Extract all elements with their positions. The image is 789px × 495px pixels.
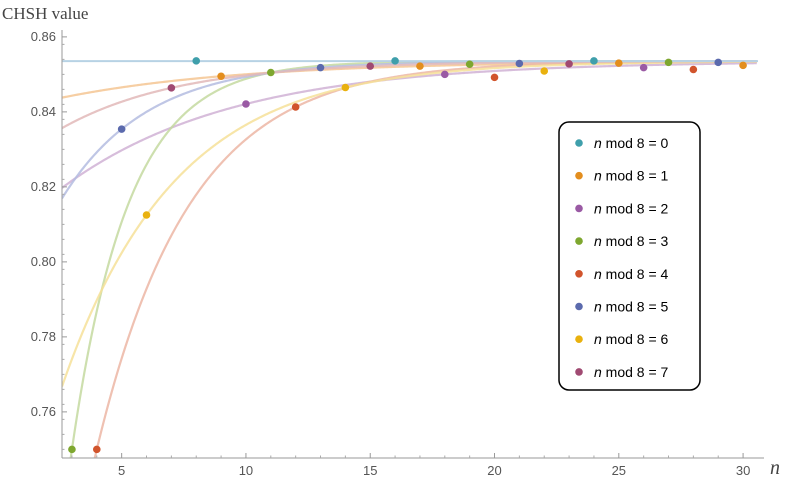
legend-text: mod 8 = 7 <box>602 364 669 380</box>
point-series-5 <box>714 58 723 67</box>
y-tick-label: 0.76 <box>31 404 56 419</box>
legend-label: n mod 8 = 4 <box>594 266 669 282</box>
legend-var: n <box>594 299 602 315</box>
fit-curve-7 <box>62 60 757 130</box>
legend-label: n mod 8 = 2 <box>594 200 669 216</box>
legend-marker <box>575 237 583 245</box>
legend-marker <box>575 204 583 213</box>
point-series-4 <box>689 65 698 74</box>
y-tick-label: 0.84 <box>31 104 56 119</box>
legend: n mod 8 = 0n mod 8 = 1n mod 8 = 2n mod 8… <box>558 121 701 391</box>
point-series-3 <box>465 60 474 69</box>
point-series-7 <box>167 84 176 92</box>
fit-curve-1 <box>62 60 757 99</box>
axes: 0.76 0.78 0.80 0.82 0.84 0.86 5 10 15 20 25 30 <box>31 29 764 478</box>
fit-curve-6 <box>62 60 757 387</box>
legend-marker <box>575 302 583 311</box>
legend-var: n <box>594 364 602 380</box>
legend-label: n mod 8 = 0 <box>594 135 669 151</box>
legend-var: n <box>594 266 602 282</box>
x-tick-label: 15 <box>363 463 377 478</box>
point-series-7 <box>565 60 573 68</box>
legend-text: mod 8 = 4 <box>602 266 669 282</box>
x-tick-label: 25 <box>612 463 626 478</box>
legend-marker <box>575 171 583 180</box>
y-tick-label: 0.78 <box>31 329 56 344</box>
legend-marker <box>575 139 583 147</box>
x-tick-label: 5 <box>118 463 125 478</box>
legend-marker <box>575 368 583 376</box>
legend-text: mod 8 = 2 <box>602 200 669 216</box>
data-points <box>68 57 747 454</box>
point-series-0 <box>590 57 598 65</box>
legend-label: n mod 8 = 5 <box>594 299 669 315</box>
point-series-0 <box>391 57 399 65</box>
x-tick-label: 10 <box>239 463 253 478</box>
legend-label: n mod 8 = 1 <box>594 168 669 184</box>
y-tick-label: 0.82 <box>31 179 56 194</box>
point-series-2 <box>639 63 648 72</box>
legend-text: mod 8 = 6 <box>602 331 669 347</box>
legend-var: n <box>594 331 602 347</box>
point-series-1 <box>217 72 225 81</box>
point-series-4 <box>490 73 499 82</box>
legend-marker <box>575 335 583 344</box>
point-series-0 <box>192 57 201 65</box>
point-series-1 <box>739 61 747 70</box>
point-series-3 <box>68 445 76 454</box>
point-series-1 <box>615 59 623 67</box>
point-series-5 <box>316 63 325 72</box>
point-series-5 <box>117 125 126 133</box>
point-series-2 <box>441 70 449 79</box>
legend-var: n <box>594 200 602 216</box>
point-series-3 <box>664 58 673 67</box>
legend-label: n mod 8 = 6 <box>594 331 669 347</box>
point-series-5 <box>515 59 524 68</box>
point-series-6 <box>540 67 549 75</box>
legend-marker <box>575 270 583 278</box>
y-tick-label: 0.86 <box>31 29 56 44</box>
point-series-1 <box>416 62 424 70</box>
point-series-4 <box>291 103 300 111</box>
legend-label: n mod 8 = 3 <box>594 233 669 249</box>
legend-box <box>558 121 701 391</box>
x-tick-label: 30 <box>736 463 750 478</box>
legend-text: mod 8 = 0 <box>602 135 669 151</box>
y-tick-label: 0.80 <box>31 254 56 269</box>
legend-text: mod 8 = 5 <box>602 299 669 315</box>
point-series-2 <box>242 100 250 108</box>
x-tick-label: 20 <box>487 463 501 478</box>
point-series-6 <box>142 211 151 219</box>
point-series-4 <box>93 445 101 454</box>
legend-var: n <box>594 168 602 184</box>
y-axis-title: CHSH value <box>2 4 88 23</box>
legend-text: mod 8 = 3 <box>602 233 669 249</box>
legend-label: n mod 8 = 7 <box>594 364 669 380</box>
x-axis-title: n <box>770 457 780 479</box>
point-series-6 <box>341 83 350 92</box>
point-series-3 <box>267 68 275 77</box>
legend-var: n <box>594 233 602 249</box>
legend-text: mod 8 = 1 <box>602 168 669 184</box>
point-series-7 <box>366 62 375 70</box>
legend-var: n <box>594 135 602 151</box>
